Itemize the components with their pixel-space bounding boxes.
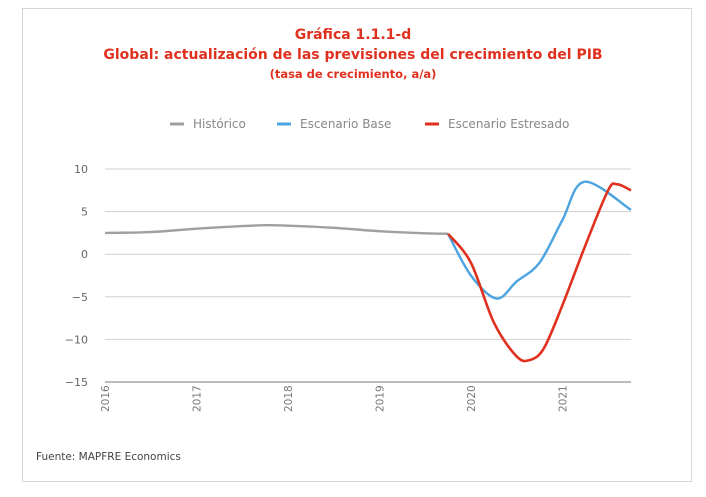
x-tick-label: 2018 — [283, 385, 295, 412]
legend-label: Escenario Estresado — [448, 117, 569, 131]
series-line-histórico — [104, 224, 449, 235]
chart-subtitle: Global: actualización de las previsiones… — [103, 47, 603, 63]
y-tick-label: −15 — [65, 376, 88, 389]
legend-label: Escenario Base — [300, 117, 391, 131]
y-tick-label: −10 — [65, 333, 88, 346]
chart-frame — [22, 8, 692, 482]
chart-units: (tasa de crecimiento, a/a) — [269, 67, 437, 81]
x-tick-label: 2016 — [100, 385, 112, 412]
x-tick-label: 2021 — [557, 385, 569, 412]
chart-title: Gráfica 1.1.1-d — [294, 27, 412, 43]
x-tick-label: 2017 — [191, 385, 203, 412]
x-tick-label: 2019 — [374, 385, 386, 412]
y-tick-label: −5 — [72, 291, 88, 304]
legend-label: Histórico — [193, 117, 246, 131]
x-tick-label: 2020 — [466, 385, 478, 412]
y-tick-label: 5 — [81, 206, 88, 219]
y-tick-label: 0 — [81, 248, 88, 261]
source-note: Fuente: MAPFRE Economics — [36, 451, 181, 463]
series-line-escenario-base — [446, 180, 632, 300]
y-tick-label: 10 — [74, 163, 88, 176]
series-line-escenario-estresado — [447, 182, 632, 363]
